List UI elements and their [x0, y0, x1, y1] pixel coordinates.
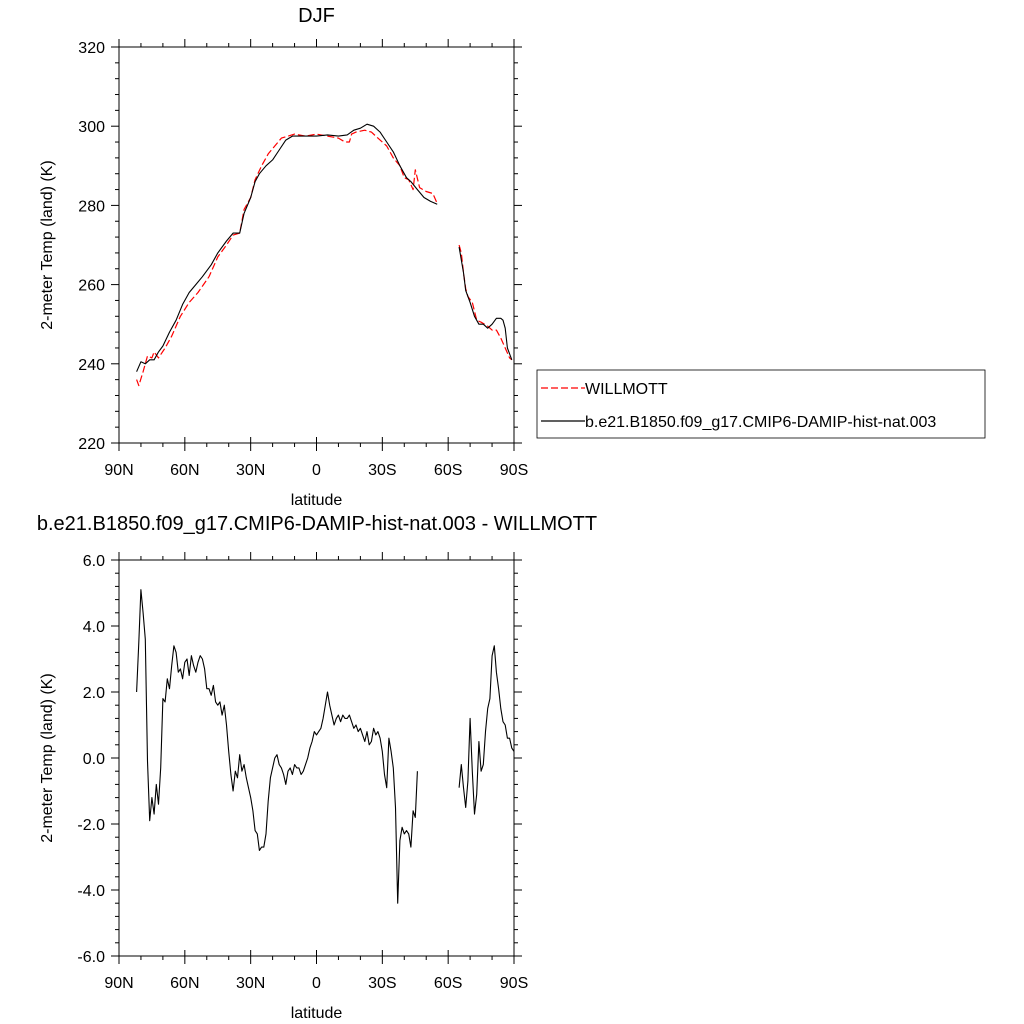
legend-label-model: b.e21.B1850.f09_g17.CMIP6-DAMIP-hist-nat… — [585, 414, 936, 431]
y-tick-label: 240 — [78, 357, 105, 374]
x-tick-label: 90S — [500, 975, 528, 992]
plot-frame — [118, 559, 515, 957]
x-tick-label: 60N — [170, 462, 199, 479]
y-tick-label: 0.0 — [83, 751, 105, 768]
legend-box — [536, 369, 986, 439]
plot-frame — [118, 46, 515, 444]
series-lines — [136, 123, 513, 387]
x-tick-label: 90S — [500, 462, 528, 479]
y-tick-label: 2.0 — [83, 685, 105, 702]
x-axis-label: latitude — [291, 492, 343, 509]
y-tick-label: -6.0 — [77, 949, 105, 966]
x-tick-label: 30N — [236, 462, 265, 479]
difference-line-chart: b.e21.B1850.f09_g17.CMIP6-DAMIP-hist-nat… — [37, 513, 597, 1022]
x-tick-label: 30N — [236, 975, 265, 992]
y-tick-label: 320 — [78, 40, 105, 57]
series-line-0-segment-1 — [458, 645, 515, 815]
series-line-1-segment-0 — [136, 123, 438, 372]
y-tick-label: 260 — [78, 278, 105, 295]
x-tick-label: 0 — [312, 975, 321, 992]
x-axis-label: latitude — [291, 1005, 343, 1022]
y-tick-label: 280 — [78, 198, 105, 215]
series-line-0-segment-1 — [458, 244, 513, 361]
y-tick-label: -2.0 — [77, 817, 105, 834]
x-tick-label: 60S — [434, 975, 462, 992]
x-tick-label: 60S — [434, 462, 462, 479]
series-line-0-segment-0 — [136, 129, 438, 387]
series-lines — [136, 589, 515, 904]
y-axis-label: 2-meter Temp (land) (K) — [39, 673, 56, 843]
y-tick-label: -4.0 — [77, 883, 105, 900]
x-tick-label: 90N — [104, 975, 133, 992]
axis-ticks: 90N 60N 30N 0 30S 60S 90S 220 240 260 280 300 320 — [78, 39, 528, 479]
y-tick-label: 6.0 — [83, 553, 105, 570]
x-tick-label: 30S — [368, 975, 396, 992]
legend-label-willmott: WILLMOTT — [585, 381, 668, 398]
y-tick-label: 300 — [78, 119, 105, 136]
series-line-1-segment-1 — [458, 246, 513, 360]
y-tick-label: 220 — [78, 436, 105, 453]
y-axis-label: 2-meter Temp (land) (K) — [39, 160, 56, 330]
x-tick-label: 0 — [312, 462, 321, 479]
axis-ticks: 90N 60N 30N 0 30S 60S 90S -6.0 -4.0 -2.0 0.0 2.0 4.0… — [77, 552, 528, 992]
x-tick-label: 60N — [170, 975, 199, 992]
x-tick-label: 90N — [104, 462, 133, 479]
series-line-0-segment-0 — [136, 589, 418, 904]
y-tick-label: 4.0 — [83, 619, 105, 636]
chart-title: DJF — [298, 5, 335, 27]
x-tick-label: 30S — [368, 462, 396, 479]
temperature-line-chart: DJF 2-meter Temp (land) (K) latitude 90N… — [39, 5, 986, 509]
legend: WILLMOTT b.e21.B1850.f09_g17.CMIP6-DAMIP… — [536, 369, 986, 439]
chart-title: b.e21.B1850.f09_g17.CMIP6-DAMIP-hist-nat… — [37, 513, 597, 535]
